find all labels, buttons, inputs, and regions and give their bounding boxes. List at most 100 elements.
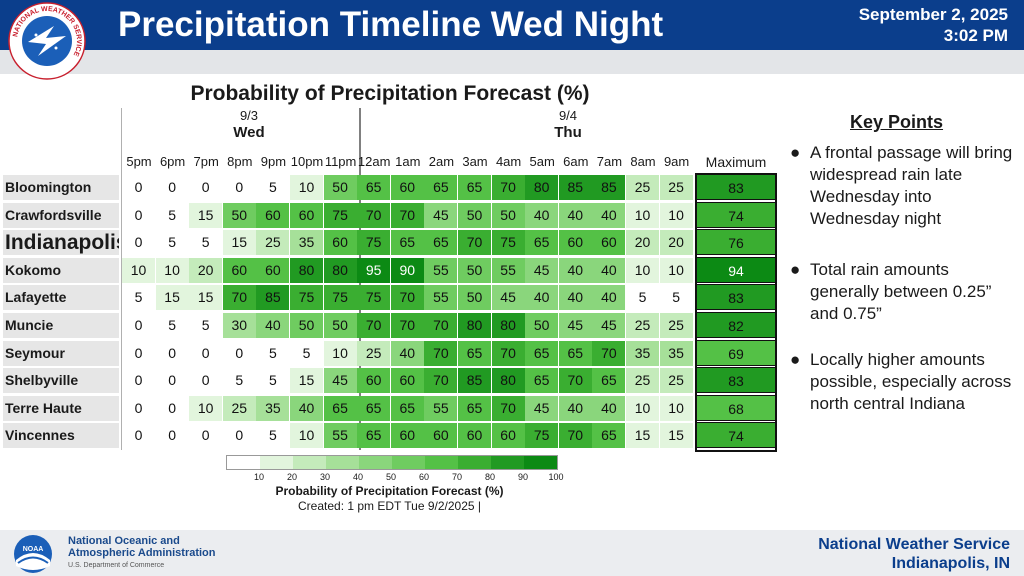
noaa-line2: Atmospheric Administration: [68, 547, 216, 559]
pop-cell: 70: [491, 175, 525, 200]
pop-cell: 60: [390, 175, 424, 200]
pop-cell: 0: [189, 175, 223, 200]
color-legend: [226, 455, 558, 470]
pop-cell: 65: [458, 395, 491, 421]
key-point-item: ● A frontal passage will bring widesprea…: [790, 142, 1020, 230]
pop-cell: 0: [155, 395, 189, 421]
hour-header: 6am: [563, 154, 589, 169]
legend-title: Probability of Precipitation Forecast (%…: [275, 484, 504, 498]
pop-cell: 60: [558, 230, 592, 256]
city-label: Bloomington: [3, 175, 119, 200]
bullet: ●: [790, 260, 801, 279]
pop-cell: 10: [659, 257, 693, 283]
page-title: Precipitation Timeline Wed Night: [118, 5, 664, 44]
day-name: Wed: [233, 124, 265, 141]
maximum-column-border: [695, 173, 777, 452]
pop-cell: 5: [189, 230, 223, 256]
hour-header: 10pm: [290, 154, 324, 169]
pop-cell: 5: [189, 313, 223, 338]
pop-cell: 25: [659, 175, 693, 200]
pop-cell: 50: [222, 202, 256, 228]
key-point-text: Total rain amounts generally between 0.2…: [810, 260, 992, 323]
pop-cell: 70: [491, 340, 525, 366]
pop-cell: 50: [458, 202, 491, 228]
pop-cell: 50: [323, 313, 357, 338]
pop-cell: 80: [525, 175, 559, 200]
pop-cell: 0: [155, 423, 189, 449]
pop-cell: 45: [323, 368, 357, 394]
pop-cell: 50: [458, 285, 491, 311]
legend-tick: 30: [319, 472, 330, 482]
pop-cell: 65: [424, 230, 458, 256]
pop-cell: 65: [424, 175, 458, 200]
legend-swatch: [524, 456, 557, 469]
hour-header: 9pm: [260, 154, 287, 169]
max-cell: 82: [696, 312, 776, 338]
nws-line1: National Weather Service: [818, 536, 1010, 553]
pop-cell: 60: [491, 423, 525, 449]
hour-header: 5am: [529, 154, 555, 169]
pop-cell: 75: [357, 230, 391, 256]
pop-cell: 5: [122, 285, 155, 311]
city-label: Lafayette: [3, 285, 119, 311]
city-label: Muncie: [3, 313, 119, 338]
pop-cell: 10: [189, 395, 223, 421]
pop-cell: 55: [424, 285, 458, 311]
pop-cell: 40: [525, 202, 559, 228]
pop-cell: 60: [390, 423, 424, 449]
city-label: Crawfordsville: [3, 202, 119, 228]
pop-cell: 10: [155, 257, 189, 283]
pop-cell: 35: [626, 340, 659, 366]
pop-cell: 5: [155, 202, 189, 228]
city-label: Terre Haute: [3, 395, 119, 421]
pop-cell: 60: [323, 230, 357, 256]
pop-cell: 80: [491, 313, 525, 338]
hour-header: 2am: [428, 154, 455, 169]
pop-cell: 85: [592, 175, 626, 200]
pop-cell: 75: [290, 285, 323, 311]
legend-tick: 50: [385, 472, 396, 482]
hour-header: 12am: [357, 154, 391, 169]
max-cell: 94: [696, 256, 776, 283]
pop-cell: 70: [592, 340, 626, 366]
bullet: ●: [790, 143, 801, 162]
hour-header: 5pm: [126, 154, 152, 169]
key-point-item: ● Total rain amounts generally between 0…: [790, 259, 1020, 325]
pop-cell: 25: [626, 175, 659, 200]
pop-cell: 40: [592, 257, 626, 283]
pop-cell: 10: [659, 202, 693, 228]
pop-cell: 40: [525, 285, 559, 311]
pop-cell: 60: [357, 368, 391, 394]
pop-cell: 35: [290, 230, 323, 256]
hour-header: 3am: [462, 154, 488, 169]
noaa-logo-text: NOAA: [23, 546, 44, 553]
pop-cell: 50: [458, 257, 491, 283]
legend-swatch: [359, 456, 392, 469]
pop-cell: 55: [424, 395, 458, 421]
pop-cell: 70: [357, 313, 391, 338]
pop-cell: 60: [390, 368, 424, 394]
pop-cell: 55: [491, 257, 525, 283]
pop-cell: 40: [558, 202, 592, 228]
pop-cell: 0: [122, 340, 155, 366]
hour-header: 6pm: [159, 154, 186, 169]
pop-cell: 55: [424, 257, 458, 283]
header-bar: Precipitation Timeline Wed Night Septemb…: [0, 0, 1024, 50]
pop-cell: 15: [626, 423, 659, 449]
pop-cell: 25: [626, 368, 659, 394]
pop-cell: 65: [323, 395, 357, 421]
pop-cell: 65: [525, 230, 559, 256]
pop-cell: 60: [592, 230, 626, 256]
pop-cell: 95: [357, 257, 391, 283]
max-cell: 83: [696, 367, 776, 394]
pop-cell: 20: [659, 230, 693, 256]
pop-cell: 60: [222, 257, 256, 283]
pop-cell: 5: [256, 423, 290, 449]
pop-cell: 5: [256, 175, 290, 200]
max-cell: 83: [696, 284, 776, 311]
pop-cell: 50: [323, 175, 357, 200]
pop-cell: 65: [357, 395, 391, 421]
noaa-line3: U.S. Department of Commerce: [68, 562, 165, 569]
pop-cell: 0: [122, 313, 155, 338]
hour-header: 9am: [663, 154, 690, 169]
